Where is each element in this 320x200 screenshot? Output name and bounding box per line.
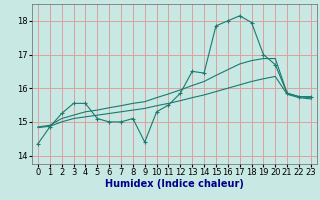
X-axis label: Humidex (Indice chaleur): Humidex (Indice chaleur): [105, 179, 244, 189]
